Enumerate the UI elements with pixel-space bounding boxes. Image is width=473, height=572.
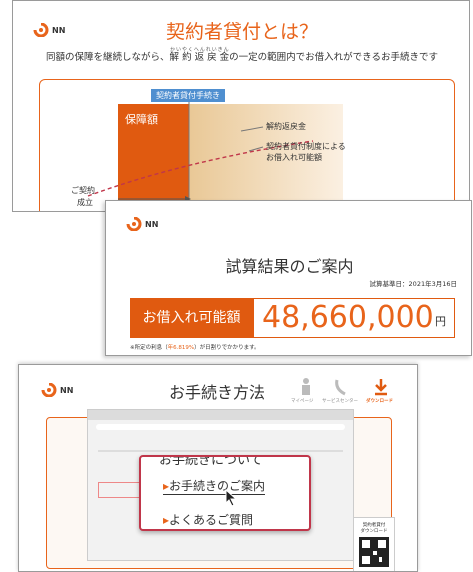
qr-code xyxy=(359,537,389,567)
date: 試算基準日：2021年3月16日 xyxy=(369,280,457,288)
slide-loan-intro: NN 契約者貸付とは？ 同額の保障を継続しながら、解 約 返 戻 金かいやくへん… xyxy=(12,0,470,212)
logo-mark xyxy=(33,23,49,37)
loan-curve xyxy=(87,140,314,197)
subtitle-text: の一定の範囲内でお借入れができるお手続きです xyxy=(229,52,438,63)
logo-text: NN xyxy=(145,219,159,229)
qr-label: ダウンロード xyxy=(360,529,388,534)
nav-label[interactable]: サービスセンター xyxy=(322,399,358,404)
cursor xyxy=(225,489,238,507)
note-text: ※所定の利息（ xyxy=(130,345,168,351)
ruby: 解 約 返 戻 金かいやくへんれいきん xyxy=(169,47,230,63)
coverage-block xyxy=(118,104,189,211)
link-text: お手続きのご案内 xyxy=(169,479,266,493)
start-label: ご契約 xyxy=(71,186,95,195)
logo-mark xyxy=(126,217,142,231)
slide-result: NN 試算結果のご案内 試算基準日：2021年3月16日 お借入れ可能額 48,… xyxy=(105,200,472,356)
popup-link[interactable]: ▸よくあるご質問 xyxy=(163,511,253,528)
loan-label: お借入れ可能額 xyxy=(266,153,322,162)
ruby-text: かいやくへんれいきん xyxy=(169,47,230,53)
logo: NN xyxy=(41,383,73,397)
link-text: よくあるご質問 xyxy=(169,513,254,527)
step-label: 契約者貸付手続き xyxy=(151,89,225,102)
coverage-label: 保障額 xyxy=(125,113,158,126)
logo-text: NN xyxy=(52,25,66,35)
logo: NN xyxy=(126,217,158,231)
qr-card: 契約者貸付 ダウンロード xyxy=(353,517,395,571)
note: ※所定の利息（年6.819%）が日割りでかかります。 xyxy=(130,343,260,351)
nav-label[interactable]: マイページ xyxy=(291,399,314,404)
nav-label[interactable]: ダウンロード xyxy=(366,399,393,404)
unit: 円 xyxy=(435,315,446,328)
leader xyxy=(248,146,264,152)
browser-tabbar xyxy=(88,410,353,420)
note-rate: 年6.819% xyxy=(167,345,195,351)
slide-procedure: NN お手続き方法 マイページ サービスセンター ダウンロード お手続きについて… xyxy=(18,364,418,572)
popup-heading: お手続きについて xyxy=(159,455,263,468)
subtitle: 同額の保障を継続しながら、解 約 返 戻 金かいやくへんれいきんの一定の範囲内で… xyxy=(13,47,469,63)
slide-title: 試算結果のご案内 xyxy=(225,257,354,276)
amount-box: 48,660,000 円 xyxy=(253,298,455,338)
popup-link[interactable]: ▸お手続きのご案内 xyxy=(163,477,266,495)
amount-label: お借入れ可能額 xyxy=(130,298,253,338)
logo-mark xyxy=(41,383,57,397)
amount: 48,660,000 xyxy=(262,300,434,335)
popup: お手続きについて ▸お手続きのご案内 ▸よくあるご質問 xyxy=(139,455,311,531)
note-text: ）が日割りでかかります。 xyxy=(194,345,260,351)
loan-label: 契約者貸付制度による xyxy=(266,142,346,151)
surrender-label: 解約返戻金 xyxy=(266,122,306,131)
ruby-base: 解 約 返 戻 金 xyxy=(169,52,230,63)
nav-icons xyxy=(302,378,387,396)
bullet: ▸ xyxy=(163,513,170,527)
slide-title: 契約者貸付とは？ xyxy=(165,21,318,43)
diagram xyxy=(87,101,343,211)
address-bar xyxy=(96,424,345,430)
logo: NN xyxy=(33,23,65,37)
start-label: 成立 xyxy=(77,198,93,207)
leader xyxy=(240,126,264,132)
slide-title: お手続き方法 xyxy=(169,383,266,402)
surrender-area xyxy=(189,104,343,211)
placeholder-line xyxy=(98,450,343,452)
logo-text: NN xyxy=(60,385,74,395)
qr-label: 契約者貸付 xyxy=(362,523,386,528)
bullet: ▸ xyxy=(163,479,170,493)
subtitle-text: 同額の保障を継続しながら、 xyxy=(46,52,170,63)
diagram-frame xyxy=(39,79,455,211)
